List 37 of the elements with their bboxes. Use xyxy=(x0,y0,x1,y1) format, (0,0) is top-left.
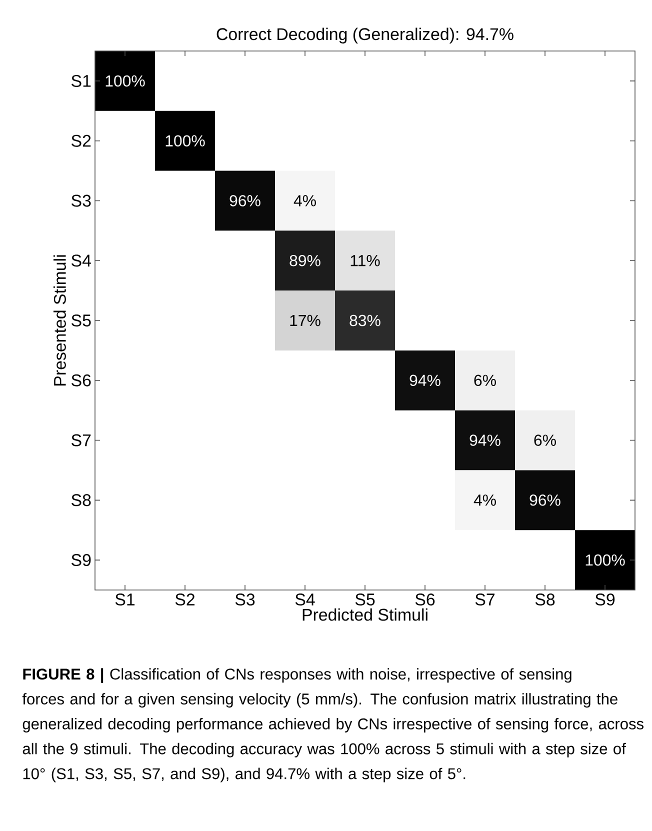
data-label: 4% xyxy=(474,494,496,506)
data-label: 11% xyxy=(350,255,380,266)
y-tick-label: S8 xyxy=(72,494,91,506)
data-label: 100% xyxy=(586,554,625,566)
data-label: 17% xyxy=(290,314,320,326)
y-tick-label: S7 xyxy=(72,434,91,446)
y-tick-label: S9 xyxy=(72,554,91,566)
data-label: 6% xyxy=(474,374,496,386)
data-label: 83% xyxy=(350,314,380,326)
data-label: 89% xyxy=(290,254,320,266)
x-tick-label: S9 xyxy=(595,594,615,606)
data-label: 94% xyxy=(470,434,500,446)
data-label: 6% xyxy=(534,434,556,446)
y-tick-label: S1 xyxy=(72,74,91,87)
x-tick-label: S4 xyxy=(295,594,315,606)
x-tick-label: S7 xyxy=(475,594,494,606)
y-tick-label: S3 xyxy=(72,194,91,207)
x-tick-label: S3 xyxy=(235,594,255,606)
x-tick-label: S5 xyxy=(355,594,375,606)
x-tick-label: S8 xyxy=(535,594,555,606)
x-tick-label: S6 xyxy=(415,594,435,606)
y-axis-title: Presented Stimuli xyxy=(53,255,66,386)
data-label: 100% xyxy=(106,75,145,87)
data-label: 4% xyxy=(294,195,316,206)
x-tick-label: S1 xyxy=(115,594,135,606)
y-tick-label: S5 xyxy=(72,314,91,327)
y-tick-label: S4 xyxy=(72,254,91,267)
y-tick-label: S6 xyxy=(72,374,91,386)
x-axis-title: Predicted Stimuli xyxy=(302,608,428,621)
y-tick-label: S2 xyxy=(72,134,91,147)
data-label: 96% xyxy=(230,195,260,206)
data-label: 94% xyxy=(410,374,440,386)
data-label: 96% xyxy=(530,494,560,506)
x-tick-label: S2 xyxy=(175,594,194,606)
text: FIGURE 8 | Classification of CNs responses with noise, irrespective of sensing forces and for a given sensing velocity (5 mm/s). The confusion matrix illustrating the generalized decoding performance achieved by CNs irrespective of sensing force, across all the 9 stimuli. The decoding accuracy was 100% across 5 stimuli with a step size of 10° (S1, S3, S5, S7, and S9), and 94.7% with a step size of 5°. xyxy=(22,668,644,782)
data-label: 100% xyxy=(166,135,205,146)
chart-title: Correct Decoding (Generalized): 94.7% xyxy=(216,28,514,44)
